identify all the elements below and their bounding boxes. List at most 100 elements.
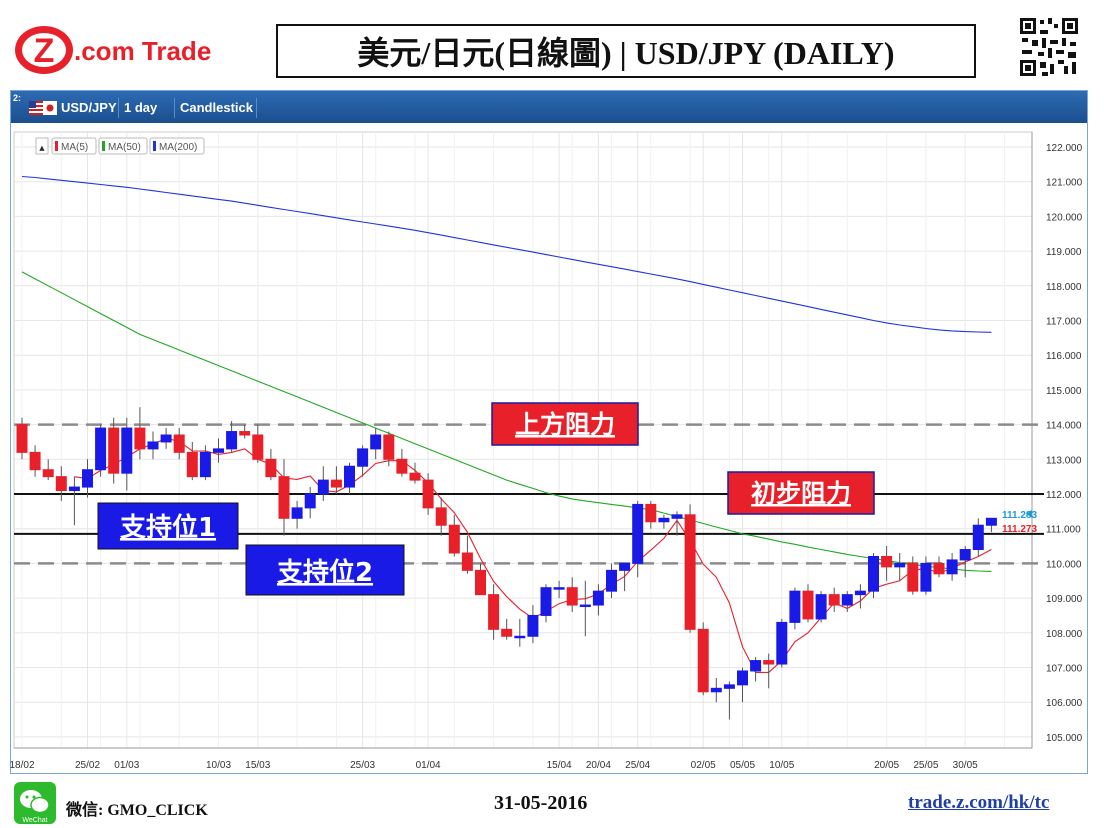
candle-body (750, 660, 762, 672)
candle-down (239, 424, 251, 439)
candle-up (199, 445, 211, 481)
y-tick-label: 120.000 (1046, 212, 1083, 223)
x-tick-label: 30/05 (953, 760, 978, 771)
candle-body (42, 469, 54, 478)
candle-up (750, 657, 762, 682)
candle-body (16, 424, 28, 453)
website-link[interactable]: trade.z.com/hk/tc (908, 792, 1050, 813)
candle-up (776, 618, 788, 668)
price-tag-label: 111.283 (1002, 510, 1037, 521)
candle-body (933, 562, 945, 575)
x-tick-label: 01/03 (114, 760, 139, 771)
price-tag-arrow (1026, 509, 1032, 518)
y-tick-label: 115.000 (1046, 386, 1082, 397)
legend-collapse-button[interactable] (35, 137, 49, 155)
candle-up (540, 584, 552, 623)
candle-body (173, 434, 185, 453)
candle-down (763, 653, 775, 689)
candle-body (776, 621, 788, 665)
candle-down (173, 428, 185, 460)
candle-up (95, 424, 107, 477)
x-tick-label: 20/05 (874, 760, 899, 771)
candle-down (461, 535, 473, 574)
symbol-selector[interactable]: USD/JPY (25, 98, 119, 118)
legend-swatch-ma200 (153, 141, 156, 151)
candle-body (592, 590, 604, 606)
candle-body (370, 434, 382, 450)
candle-body (802, 590, 814, 620)
candle-down (409, 462, 421, 484)
candle-down (16, 417, 28, 460)
candle-up (291, 500, 303, 529)
x-tick-label: 25/02 (75, 760, 100, 771)
candle-up (985, 517, 997, 533)
candle-body (186, 451, 198, 478)
candle-up (632, 500, 644, 578)
label-upper-resistance: 上方阻力 (491, 402, 639, 446)
candle-body (894, 562, 906, 568)
candle-down (252, 424, 264, 463)
y-tick-label: 110.000 (1046, 559, 1082, 570)
candle-down (828, 587, 840, 612)
candle-down (42, 459, 54, 481)
candle-up (619, 562, 631, 592)
candle-body (789, 590, 801, 623)
legend-swatch-ma5 (55, 141, 58, 151)
y-tick-label: 111.000 (1046, 525, 1081, 536)
chart-style-label: Candlestick (180, 100, 253, 115)
candle-up (514, 618, 526, 647)
legend-item-ma50[interactable] (98, 137, 148, 155)
legend-item-ma200[interactable] (149, 137, 205, 155)
candle-up (370, 428, 382, 460)
interval-selector[interactable]: 1 day (119, 98, 175, 118)
legend-label-ma5: MA(5) (61, 142, 88, 153)
candle-body (737, 670, 748, 686)
candle-body (147, 441, 159, 450)
legend-label-ma50: MA(50) (108, 142, 141, 153)
candle-up (710, 677, 722, 703)
candle-body (448, 524, 460, 554)
candle-down (697, 622, 709, 696)
label-support1: 支持位1 (97, 502, 239, 550)
candle-down (645, 500, 657, 529)
candle-body (383, 434, 395, 460)
candle-down (488, 584, 500, 640)
candle-down (448, 514, 460, 557)
candle-up (592, 584, 604, 616)
candle-body (435, 507, 447, 526)
y-tick-label: 117.000 (1046, 317, 1082, 328)
y-tick-label: 114.000 (1046, 421, 1082, 432)
logo-z: Z (34, 32, 55, 70)
indicator-legend: ▲ MA(5) MA(50) MA(200) (35, 137, 205, 155)
interval-label: 1 day (124, 100, 158, 115)
y-tick-label: 116.000 (1046, 351, 1082, 362)
candle-up (344, 462, 355, 494)
chart-style-selector[interactable]: Candlestick (175, 98, 257, 118)
candle-body (265, 458, 277, 478)
candle-body (95, 427, 107, 471)
candle-body (658, 517, 670, 523)
candle-body (868, 555, 879, 592)
candle-down (134, 407, 146, 460)
candle-down (475, 563, 486, 596)
candle-up (841, 591, 853, 612)
candle-down (265, 448, 277, 481)
qr-code-icon[interactable] (1018, 16, 1080, 78)
candle-body (619, 562, 631, 571)
candle-up (972, 518, 984, 557)
y-tick-label: 121.000 (1046, 178, 1083, 189)
wechat-icon[interactable]: WeChat (14, 782, 56, 824)
x-tick-label: 15/04 (547, 760, 572, 771)
candle-up (789, 587, 801, 630)
candle-body (553, 587, 565, 590)
legend-swatch-ma50 (102, 141, 105, 151)
candle-body (579, 604, 591, 608)
candle-up (226, 421, 238, 453)
label-initial-resistance: 初步阻力 (727, 471, 875, 515)
candle-body (304, 493, 316, 509)
candle-up (317, 466, 329, 501)
legend-item-ma5[interactable] (51, 137, 97, 155)
candle-down (566, 577, 578, 612)
candle-body (199, 451, 211, 478)
